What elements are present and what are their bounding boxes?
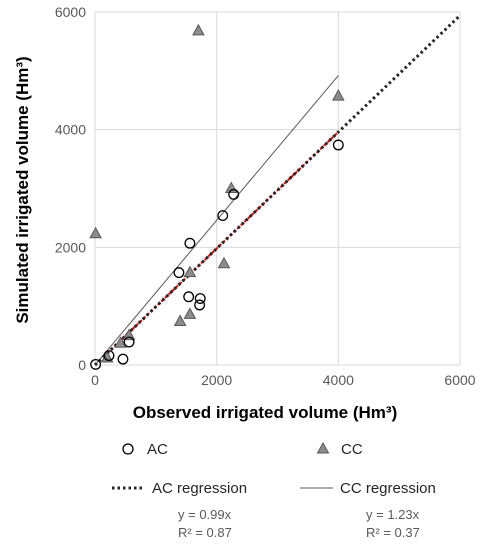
cc-regression-line (94, 75, 339, 366)
cc-point (173, 314, 187, 326)
legend-item-cc: CC (316, 441, 363, 458)
data-points (89, 23, 345, 370)
cc-point (183, 265, 197, 278)
legend: AC CC AC regression CC regression y = 0.… (112, 441, 436, 540)
ac-point (194, 299, 206, 311)
y-tick-label: 6000 (55, 4, 86, 20)
ac-point (217, 210, 229, 222)
ac-point (183, 291, 195, 303)
ac-point (103, 350, 115, 362)
cc-point (114, 336, 127, 348)
x-tick-label: 2000 (201, 372, 232, 388)
x-tick-label: 0 (91, 372, 99, 388)
legend-ac-label: AC (147, 441, 168, 458)
legend-item-ac-regression: AC regression (112, 480, 247, 497)
ac-regression-equation: y = 0.99x (178, 507, 232, 522)
ac-point (123, 336, 135, 348)
y-axis-title: Simulated irrigated volume (Hm³) (13, 56, 32, 323)
ac-point (117, 353, 129, 365)
ac-regression-line (93, 14, 462, 367)
ac-point (184, 237, 196, 249)
regression-lines (93, 14, 462, 367)
cc-point (192, 23, 205, 36)
x-tick-label: 4000 (323, 372, 354, 388)
cc-regression-equation: y = 1.23x (366, 507, 420, 522)
ac-point (228, 188, 240, 200)
ac-point (194, 293, 206, 304)
legend-cc-label: CC (341, 441, 363, 458)
grid-layer (94, 11, 461, 366)
legend-item-cc-regression: CC regression (300, 480, 436, 497)
legend-ac-marker (122, 443, 134, 455)
cc-point (331, 89, 345, 101)
x-tick-label: 6000 (444, 372, 475, 388)
cc-point (183, 307, 197, 319)
legend-cc-marker (316, 441, 330, 454)
cc-point (217, 256, 231, 269)
y-tick-label: 0 (78, 357, 86, 373)
legend-item-ac: AC (122, 441, 168, 458)
cc-point (89, 226, 102, 239)
ac-regression-r2: R² = 0.87 (178, 525, 232, 540)
cc-point (122, 328, 136, 341)
ac-point (173, 267, 185, 279)
ac-point (332, 139, 344, 151)
tick-labels: 0 2000 4000 6000 0 2000 4000 6000 (55, 4, 476, 388)
legend-cc-regression-label: CC regression (340, 480, 436, 497)
cc-regression-r2: R² = 0.37 (366, 525, 420, 540)
ac-point (90, 358, 102, 370)
x-axis-title: Observed irrigated volume (Hm³) (133, 403, 398, 422)
legend-ac-regression-label: AC regression (152, 480, 247, 497)
y-tick-label: 2000 (55, 239, 86, 255)
y-tick-label: 4000 (55, 122, 86, 138)
